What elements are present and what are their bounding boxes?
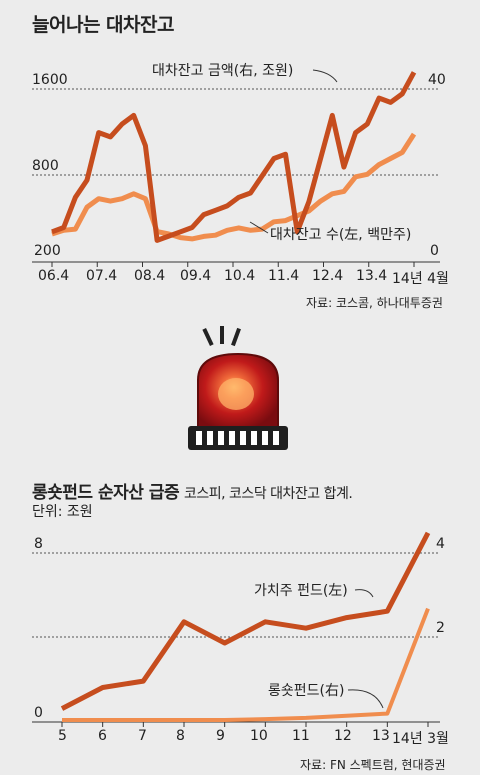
x-tick-label: 8 <box>176 728 185 744</box>
leader-line-longshort <box>347 689 384 709</box>
chart2-title-bold: 롱숏펀드 순자산 급증 <box>32 483 180 503</box>
y-tick-8: 8 <box>34 536 43 552</box>
x-tick-label: 5 <box>58 728 67 744</box>
chart2-title: 롱숏펀드 순자산 급증 코스피, 코스닥 대차잔고 합계. <box>32 478 353 503</box>
series-line-count <box>51 132 417 242</box>
x-tick-label: 6 <box>98 728 107 744</box>
x-tick-label: 09.4 <box>180 268 212 284</box>
x-tick-label: 13 <box>372 728 390 744</box>
series-line-amount <box>51 71 417 243</box>
x-tick-label: 11 <box>292 728 310 744</box>
leader-line-amount <box>312 69 338 83</box>
annotation-count: 대차잔고 수(左, 백만주) <box>270 227 412 243</box>
x-tick-label: 14년 4월 <box>392 271 449 287</box>
x-tick-label: 9 <box>216 728 225 744</box>
annotation-value-fund: 가치주 펀드(左) <box>254 583 348 599</box>
x-tick-label: 10 <box>250 728 268 744</box>
series-line-value-fund <box>60 531 431 711</box>
x-tick-marks-2 <box>61 722 429 727</box>
x-tick-label: 11.4 <box>268 268 300 284</box>
leader-line-count <box>249 221 269 234</box>
source-chart1: 자료: 코스콤, 하나대투증권 <box>306 296 443 310</box>
x-tick-label: 12.4 <box>312 268 344 284</box>
siren-icon <box>188 326 288 450</box>
x-tick-label: 08.4 <box>134 268 166 284</box>
x-tick-label: 14년 3월 <box>392 731 449 747</box>
x-tick-label: 06.4 <box>38 268 70 284</box>
x-tick-label: 10.4 <box>224 268 256 284</box>
x-tick-label: 07.4 <box>86 268 118 284</box>
x-tick-label: 7 <box>138 728 147 744</box>
x-tick-marks-1 <box>51 262 415 267</box>
y-right-tick-4: 4 <box>436 536 445 552</box>
chart1-title: 늘어나는 대차잔고 <box>32 14 174 36</box>
x-tick-label: 12 <box>334 728 352 744</box>
annotation-amount: 대차잔고 금액(右, 조원) <box>152 63 294 79</box>
y-tick-0: 0 <box>34 705 43 721</box>
source-chart2: 자료: FN 스펙트럼, 현대증권 <box>300 758 446 772</box>
chart2-title-sub: 코스피, 코스닥 대차잔고 합계. <box>184 486 353 502</box>
y-right-tick-2: 2 <box>436 620 445 636</box>
leader-line-value-fund <box>354 589 374 598</box>
y-tick-1600: 1600 <box>32 72 68 88</box>
annotation-longshort: 롱숏펀드(右) <box>268 683 345 699</box>
y-right-tick-40: 40 <box>428 72 446 88</box>
y-tick-800: 800 <box>32 158 59 174</box>
y-right-tick-0: 0 <box>430 243 439 259</box>
chart2-unit: 단위: 조원 <box>32 504 93 520</box>
y-tick-200: 200 <box>34 243 61 259</box>
x-tick-label: 13.4 <box>356 268 388 284</box>
series-line-longshort <box>62 607 430 722</box>
